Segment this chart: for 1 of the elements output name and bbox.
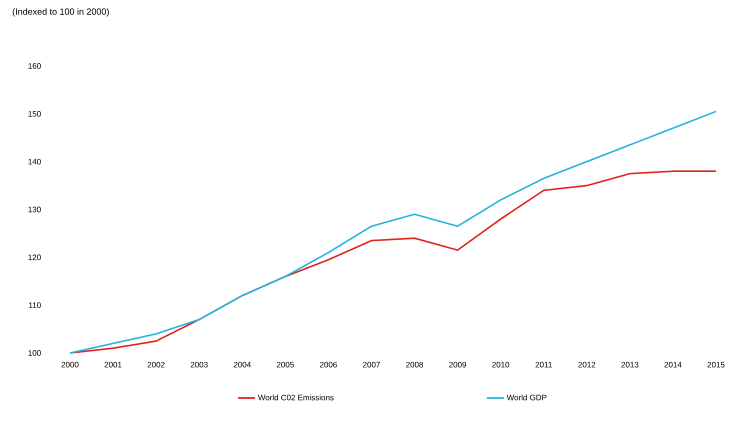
text: (Indexed to 100 in 2000) [12, 8, 109, 17]
